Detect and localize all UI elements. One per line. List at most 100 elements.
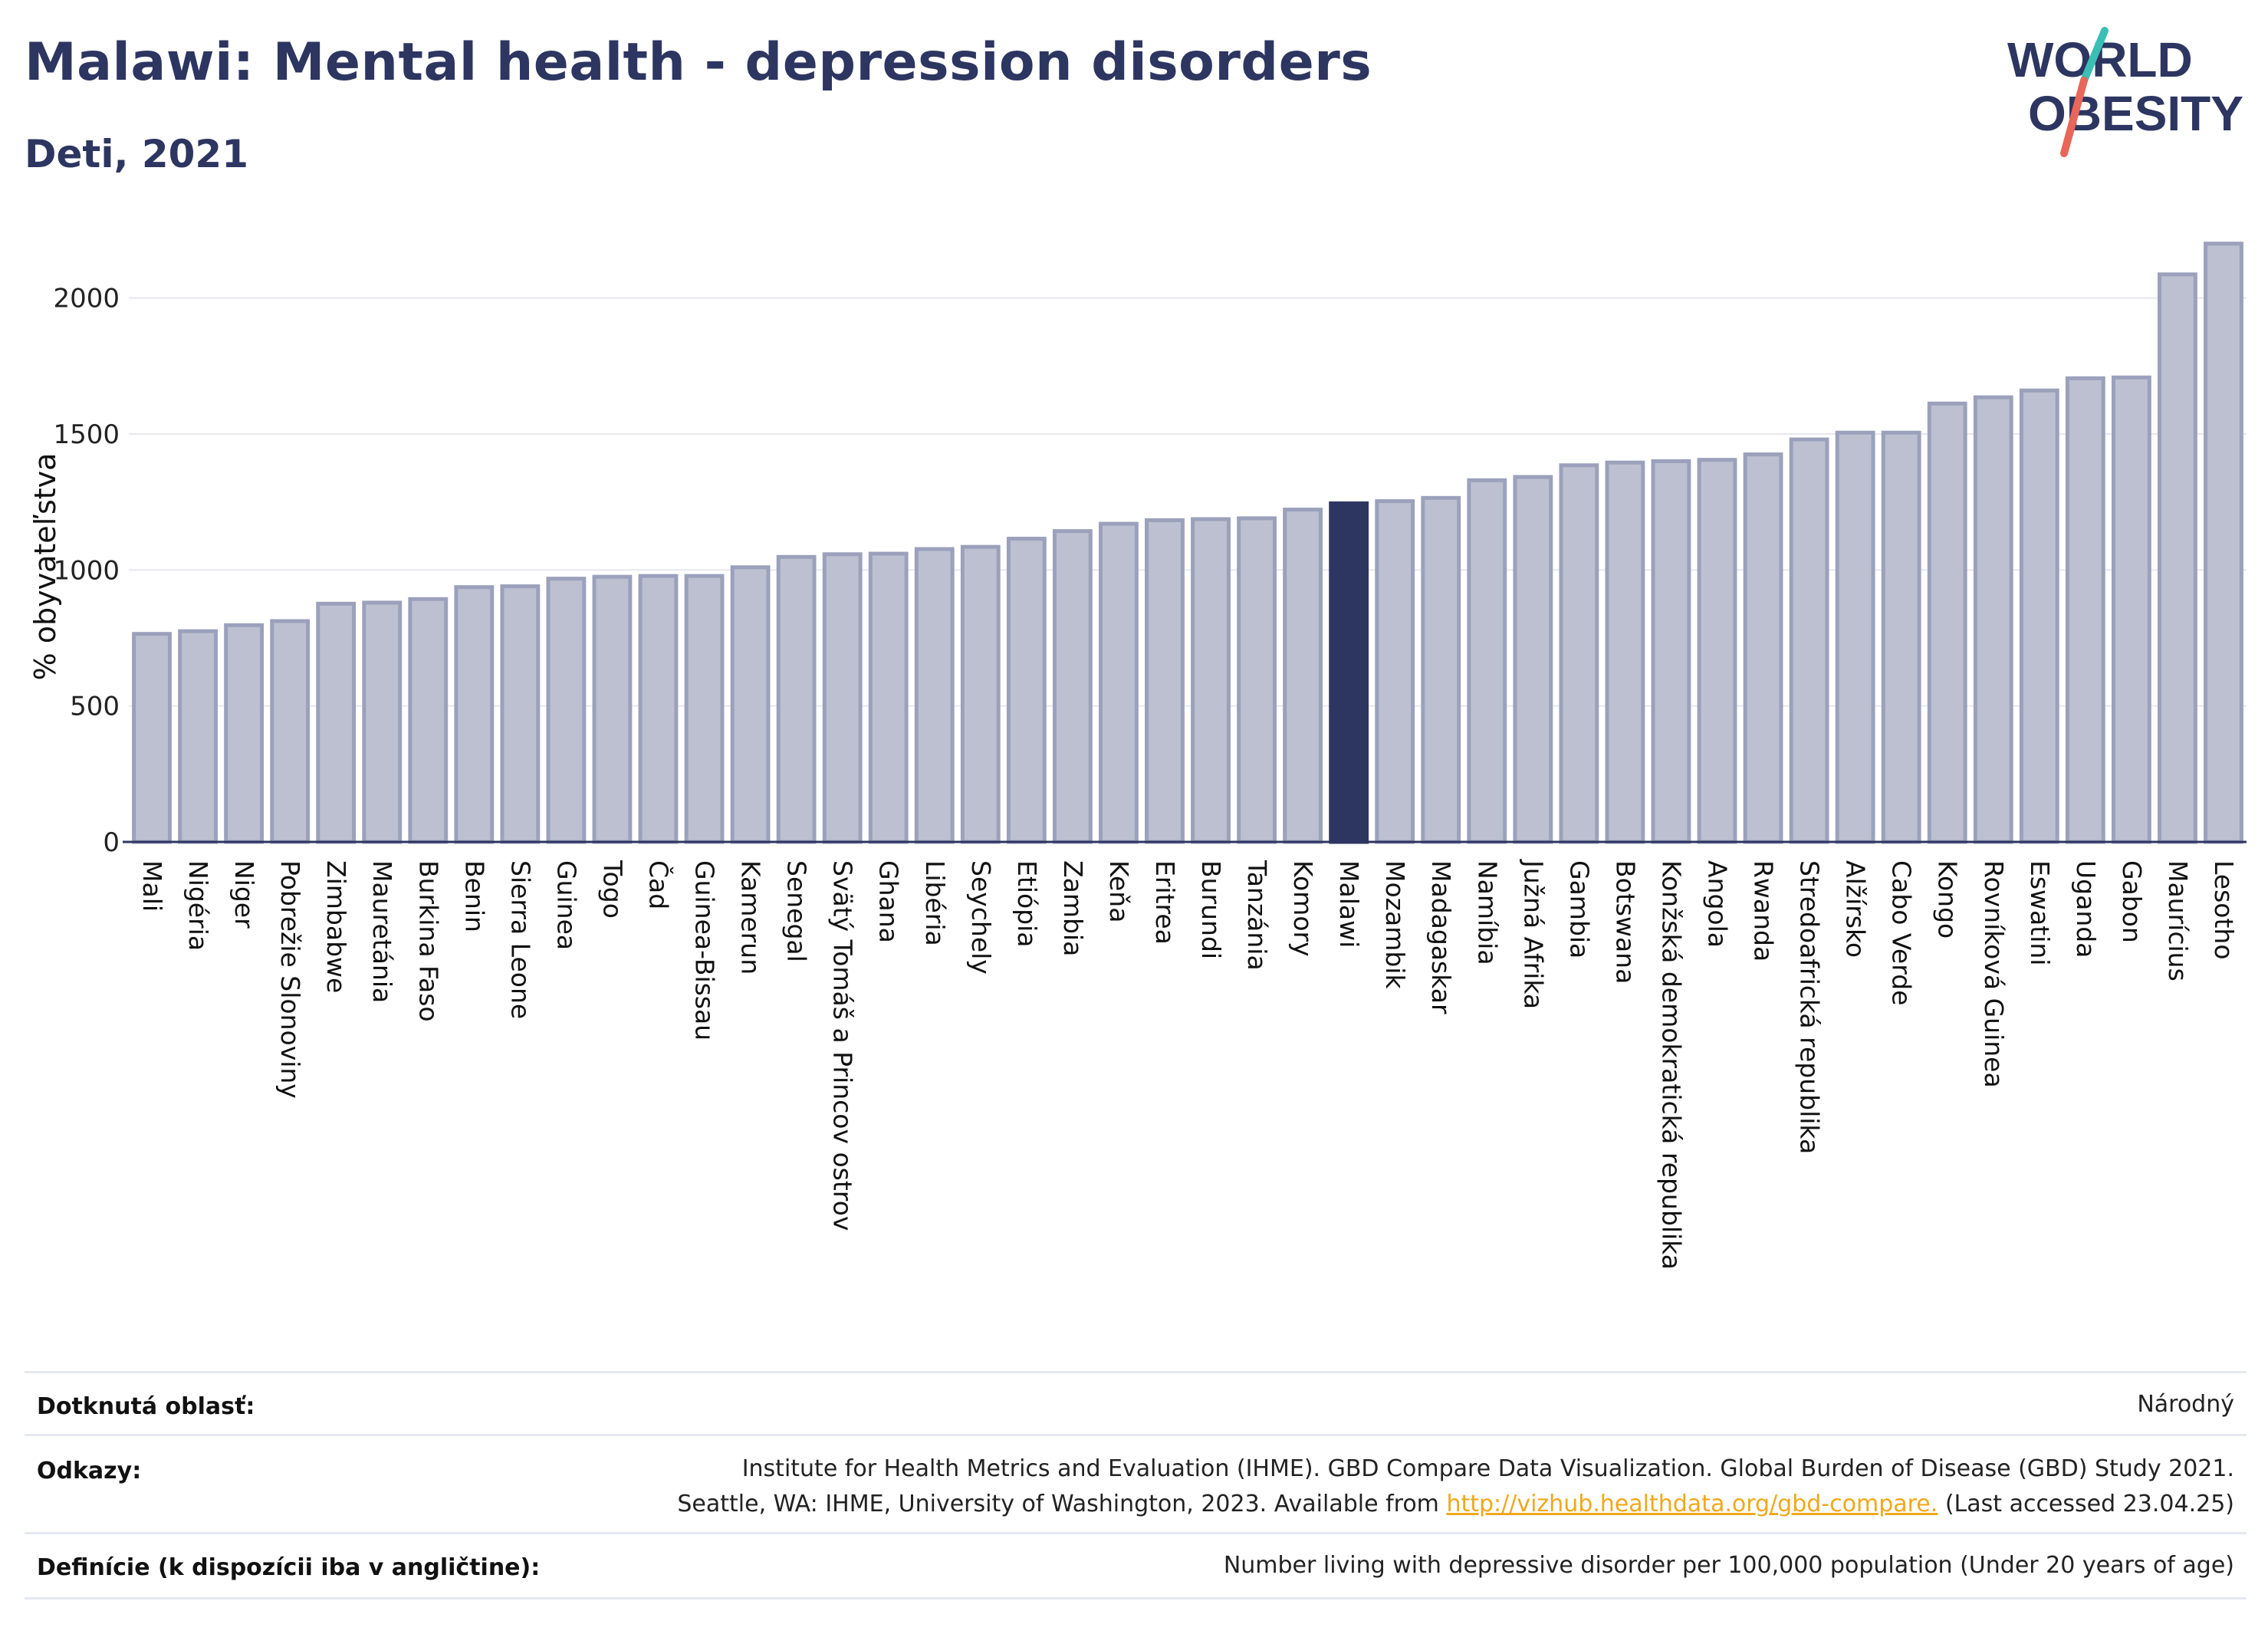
footer-region-key: Dotknutá oblasť:: [37, 1393, 255, 1420]
x-axis-labels: Mali Nigéria Niger Pobrežie Slonoviny Zimbab…: [137, 859, 2239, 1270]
bar[interactable]: [1006, 537, 1047, 844]
bar[interactable]: [638, 574, 679, 844]
bar[interactable]: [1881, 430, 1921, 844]
chart-title: Malawi: Mental health - depression disor…: [25, 32, 1372, 93]
x-tick-label: Stredoafrická republika: [1795, 860, 1825, 1154]
bar[interactable]: [546, 577, 587, 844]
x-tick-label: Alžírsko: [1841, 860, 1871, 958]
bar[interactable]: [1283, 508, 1323, 844]
x-tick-label: Senegal: [782, 860, 812, 962]
bar[interactable]: [1421, 495, 1461, 844]
bar[interactable]: [224, 623, 265, 844]
chart-subtitle: Deti, 2021: [25, 132, 249, 176]
bar[interactable]: [592, 574, 633, 844]
y-axis-label: % obyvateľstva: [28, 453, 62, 681]
bar[interactable]: [270, 619, 311, 844]
x-tick-label: Eritrea: [1150, 860, 1180, 945]
bar[interactable]: [1651, 459, 1691, 844]
bar[interactable]: [1927, 401, 1967, 844]
bar[interactable]: [1605, 460, 1645, 844]
x-tick-label: Južná Afrika: [1518, 859, 1548, 1009]
references-accessed: (Last accessed 23.04.25): [1938, 1491, 2234, 1517]
x-tick-label: Zimbabwe: [321, 860, 351, 993]
bar[interactable]: [1375, 499, 1415, 844]
x-tick-label: Tanzánia: [1242, 860, 1272, 971]
bar[interactable]: [1237, 516, 1277, 844]
y-tick-label: 2000: [53, 284, 120, 314]
references-link[interactable]: http://vizhub.healthdata.org/gbd-compare…: [1446, 1491, 1938, 1517]
bar[interactable]: [454, 585, 495, 844]
bar[interactable]: [1789, 437, 1829, 844]
bar[interactable]: [408, 597, 449, 844]
bar[interactable]: [1973, 395, 2013, 844]
footer-region-value: Národný: [2137, 1391, 2234, 1418]
bar[interactable]: [316, 601, 357, 844]
x-tick-label: Benin: [459, 860, 489, 932]
x-tick-label: Kongo: [1933, 860, 1963, 939]
bar[interactable]: [1743, 452, 1783, 844]
bar[interactable]: [730, 565, 771, 844]
x-tick-label: Niger: [229, 860, 259, 929]
bar-highlighted[interactable]: [1329, 501, 1369, 844]
references-line2: Seattle, WA: IHME, University of Washing…: [677, 1487, 2234, 1522]
footer-row-region: Dotknutá oblasť: Národný: [25, 1371, 2247, 1436]
x-tick-label: Lesotho: [2209, 860, 2239, 960]
x-tick-label: Maurícius: [2163, 860, 2193, 981]
y-tick-label: 1500: [53, 419, 120, 450]
footer-references-value: Institute for Health Metrics and Evaluat…: [677, 1452, 2234, 1522]
x-tick-label: Guinea-Bissau: [690, 860, 720, 1041]
x-tick-label: Burundi: [1196, 860, 1226, 959]
bar[interactable]: [2111, 375, 2151, 844]
x-tick-label: Eswatini: [2025, 860, 2055, 965]
x-tick-label: Svätý Tomáš a Princov ostrov: [828, 860, 858, 1231]
x-tick-label: Komory: [1288, 860, 1318, 957]
x-tick-label: Namíbia: [1472, 860, 1502, 965]
x-tick-label: Gabon: [2117, 860, 2147, 943]
x-tick-label: Mali: [137, 860, 167, 912]
x-tick-label: Libéria: [920, 860, 950, 946]
x-tick-label: Sierra Leone: [505, 860, 535, 1019]
bar[interactable]: [684, 574, 725, 844]
bar[interactable]: [1467, 478, 1507, 844]
bar[interactable]: [1052, 529, 1093, 844]
x-tick-label: Etiópia: [1012, 860, 1042, 948]
bar[interactable]: [776, 554, 817, 844]
bar[interactable]: [960, 544, 1001, 844]
logo-slash-bottom: [2060, 77, 2088, 157]
x-tick-label: Guinea: [551, 860, 581, 950]
x-tick-label: Rovníková Guinea: [1979, 860, 2009, 1088]
bar[interactable]: [2019, 388, 2059, 844]
y-tick-label: 1000: [53, 555, 120, 586]
bar[interactable]: [1099, 521, 1139, 844]
bar[interactable]: [1835, 430, 1875, 844]
bar[interactable]: [1697, 458, 1737, 844]
bar[interactable]: [1559, 463, 1599, 844]
bar[interactable]: [178, 629, 218, 844]
bar[interactable]: [132, 632, 172, 844]
bar[interactable]: [1513, 475, 1553, 844]
x-tick-label: Konžská demokratická republika: [1656, 860, 1686, 1270]
bar[interactable]: [822, 552, 863, 844]
bar[interactable]: [500, 584, 541, 844]
y-tick-label: 500: [70, 692, 120, 722]
footer-row-definition: Definície (k dispozícii iba v angličtine…: [25, 1532, 2247, 1599]
y-tick-label: 0: [103, 827, 120, 858]
x-tick-label: Burkina Faso: [413, 860, 443, 1022]
bar[interactable]: [868, 551, 909, 844]
bar[interactable]: [1145, 518, 1185, 844]
x-tick-label: Togo: [597, 860, 627, 919]
references-line2-text: Seattle, WA: IHME, University of Washing…: [677, 1491, 1447, 1517]
logo-line2: OBESITY: [2028, 86, 2243, 141]
bar[interactable]: [2158, 272, 2197, 844]
footer-definition-key: Definície (k dispozícii iba v angličtine…: [37, 1554, 541, 1581]
x-tick-label: Seychely: [966, 860, 996, 975]
bar[interactable]: [2204, 242, 2243, 844]
bar[interactable]: [362, 600, 403, 844]
x-tick-label: Čad: [644, 860, 675, 909]
x-tick-label: Pobrežie Slonoviny: [275, 860, 305, 1099]
x-tick-label: Botswana: [1610, 860, 1640, 984]
bar[interactable]: [2065, 376, 2105, 844]
footer-row-references: Odkazy: Institute for Health Metrics and…: [25, 1434, 2247, 1534]
bar[interactable]: [1191, 517, 1231, 844]
bar[interactable]: [914, 547, 955, 844]
